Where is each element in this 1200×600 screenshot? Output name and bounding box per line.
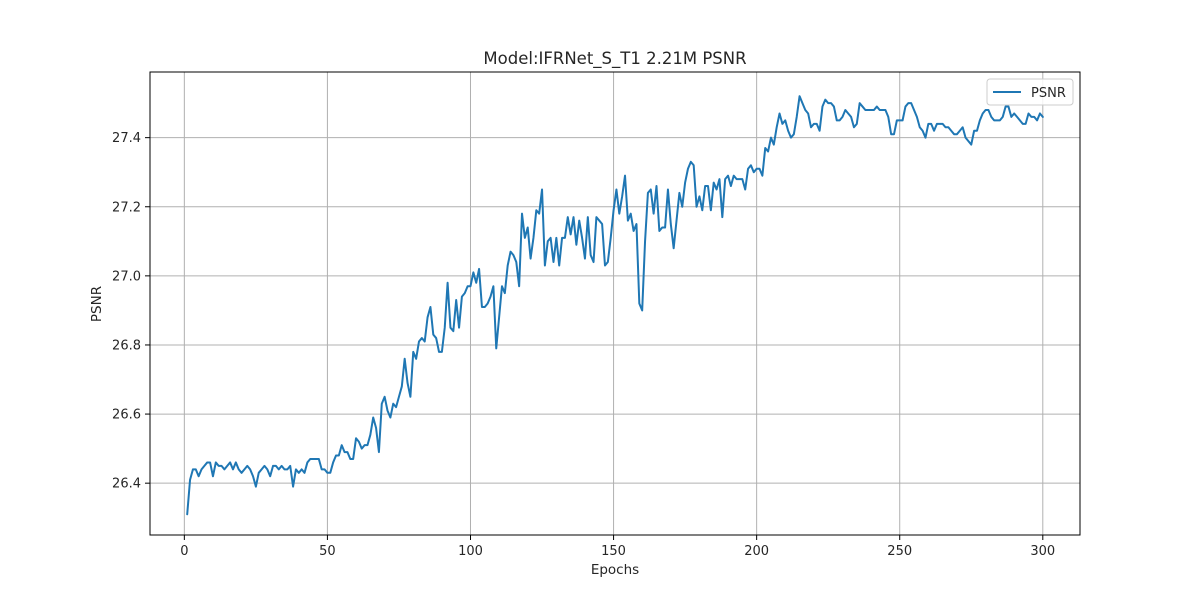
legend: PSNR — [986, 78, 1074, 106]
y-tick-label: 27.4 — [112, 131, 141, 146]
y-tick-label: 26.6 — [112, 408, 141, 423]
x-tick-label: 100 — [458, 544, 483, 559]
x-tick-label: 150 — [601, 544, 626, 559]
x-tick-label: 0 — [180, 544, 188, 559]
chart-title: Model:IFRNet_S_T1 2.21M PSNR — [483, 49, 746, 69]
y-tick-label: 27.0 — [112, 269, 141, 284]
legend-label: PSNR — [1031, 86, 1066, 101]
axis-ticks: 0 50 100 150 200 250 300 26.4 26.6 26.8 27.0 27.2 27… — [112, 131, 1055, 559]
plot-frame — [149, 71, 1081, 536]
y-tick-label: 26.4 — [112, 477, 141, 492]
grid-lines — [150, 72, 1080, 535]
y-axis-label: PSNR — [89, 286, 105, 322]
x-axis-label: Epochs — [591, 562, 639, 578]
x-tick-label: 50 — [319, 544, 336, 559]
x-tick-label: 200 — [744, 544, 769, 559]
x-tick-label: 250 — [887, 544, 912, 559]
series-layer — [186, 95, 1044, 516]
psnr-series-line — [186, 95, 1044, 516]
y-tick-label: 26.8 — [112, 338, 141, 353]
x-tick-label: 300 — [1030, 544, 1055, 559]
legend-box — [986, 78, 1074, 106]
y-tick-label: 27.2 — [112, 200, 141, 215]
